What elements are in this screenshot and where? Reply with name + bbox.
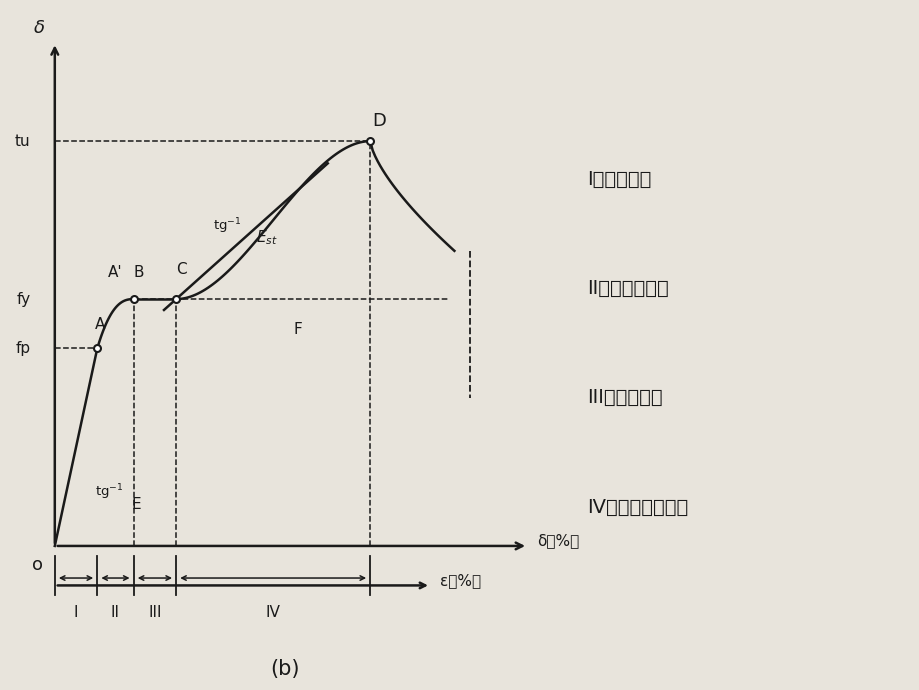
Text: ε（%）: ε（%） [439,573,481,588]
Text: $\rm tg^{-1}$: $\rm tg^{-1}$ [213,216,242,236]
Text: II．弹塑性阶段: II．弹塑性阶段 [587,279,668,298]
Text: IV．应变硬化阶段: IV．应变硬化阶段 [587,497,688,517]
Text: fy: fy [17,292,30,306]
Text: $\rm tg^{-1}$: $\rm tg^{-1}$ [95,483,123,502]
Text: A': A' [108,265,122,280]
Text: δ: δ [34,19,45,37]
Text: o: o [31,556,42,574]
Text: I: I [74,605,78,620]
Text: D: D [372,112,386,130]
Text: III．塑性阶段: III．塑性阶段 [587,388,663,407]
Text: tu: tu [15,134,30,148]
Text: IV: IV [266,605,280,620]
Text: I．弹性阶段: I．弹性阶段 [587,170,651,188]
Text: (b): (b) [270,660,300,679]
Text: F: F [293,322,301,337]
Text: E: E [131,497,142,512]
Text: C: C [176,262,186,277]
Text: II: II [111,605,119,620]
Text: $E_{st}$: $E_{st}$ [256,228,278,247]
Text: III: III [148,605,162,620]
Text: δ（%）: δ（%） [537,533,579,549]
Text: fp: fp [16,341,30,356]
Text: A: A [95,317,106,332]
Text: B: B [133,265,143,280]
